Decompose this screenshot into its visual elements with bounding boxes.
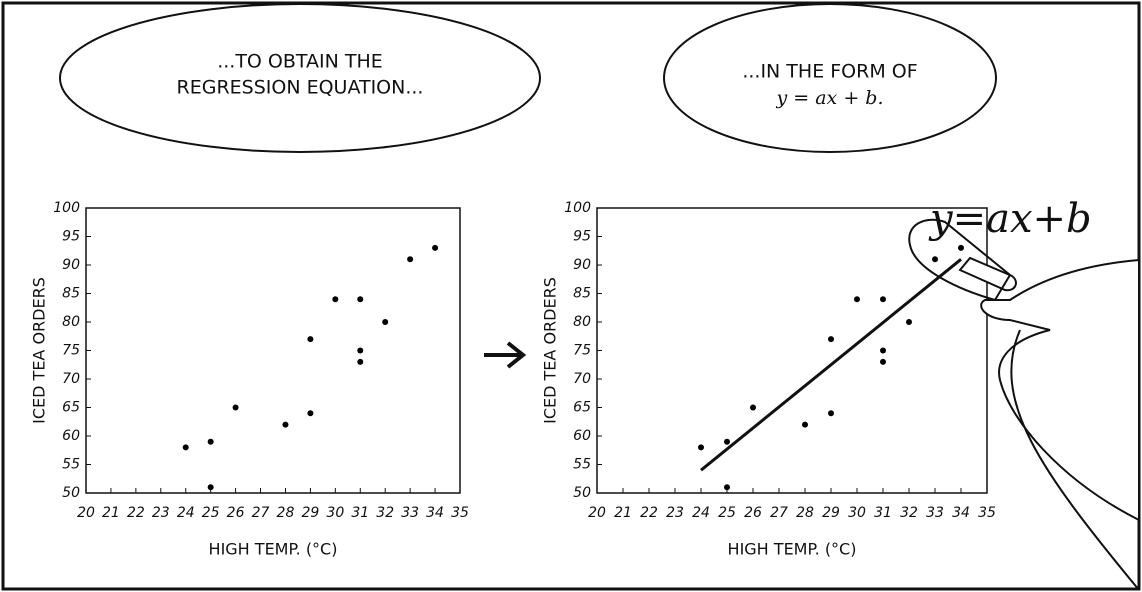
x-tick-label: 24 [692, 505, 710, 521]
y-tick-label: 50 [62, 485, 80, 501]
y-tick-label: 90 [573, 257, 591, 273]
y-tick-label: 95 [62, 229, 80, 245]
y-tick-label: 55 [62, 457, 80, 473]
x-tick-label: 35 [978, 505, 996, 521]
x-tick-label: 33 [401, 505, 419, 521]
x-tick-label: 26 [227, 505, 245, 521]
y-tick-label: 70 [573, 371, 591, 387]
data-point [880, 358, 886, 365]
data-point [282, 421, 289, 428]
data-point [724, 484, 730, 491]
y-tick-label: 80 [62, 314, 80, 330]
x-tick-label: 28 [277, 505, 295, 521]
data-point [880, 296, 886, 303]
x-tick-label: 22 [640, 505, 658, 521]
handwritten-equation: y=ax+b [928, 196, 1092, 242]
x-tick-label: 20 [77, 505, 95, 521]
x-tick-label: 23 [152, 505, 170, 521]
x-axis-title: HIGH TEMP. (°C) [209, 540, 338, 559]
y-tick-label: 100 [564, 200, 591, 216]
x-tick-label: 32 [900, 505, 918, 521]
x-tick-label: 22 [127, 505, 145, 521]
y-tick-label: 75 [62, 343, 80, 359]
bubble-text: ...TO OBTAIN THE [217, 51, 383, 73]
data-point [207, 438, 214, 445]
x-tick-label: 34 [426, 505, 444, 521]
x-tick-label: 32 [376, 505, 394, 521]
x-tick-label: 24 [177, 505, 195, 521]
x-tick-label: 27 [252, 505, 270, 521]
data-point [932, 256, 938, 263]
x-tick-label: 31 [874, 505, 892, 521]
y-tick-label: 65 [62, 400, 80, 416]
speech-bubble [59, 3, 541, 153]
x-tick-label: 23 [666, 505, 684, 521]
data-point [307, 336, 314, 343]
data-point [432, 244, 439, 251]
y-axis-title: ICED TEA ORDERS [541, 277, 560, 424]
speech-bubble [663, 3, 997, 153]
data-point [828, 336, 834, 343]
y-tick-label: 55 [573, 457, 591, 473]
hand [908, 218, 1140, 591]
y-tick-label: 80 [573, 314, 591, 330]
y-tick-label: 50 [573, 485, 591, 501]
x-tick-label: 33 [926, 505, 944, 521]
x-tick-label: 30 [326, 505, 344, 521]
x-tick-label: 29 [822, 505, 840, 521]
x-tick-label: 25 [718, 505, 736, 521]
y-tick-label: 85 [62, 286, 80, 302]
y-tick-label: 100 [53, 200, 80, 216]
bubble-text: REGRESSION EQUATION... [177, 77, 424, 99]
data-point [802, 421, 808, 428]
x-axis-title: HIGH TEMP. (°C) [728, 540, 857, 559]
y-tick-label: 90 [62, 257, 80, 273]
data-point [182, 444, 189, 451]
data-point [332, 296, 339, 303]
data-point [357, 347, 364, 354]
x-tick-label: 30 [848, 505, 866, 521]
y-axis-title: ICED TEA ORDERS [30, 277, 49, 424]
data-point [698, 444, 704, 451]
data-point [880, 347, 886, 354]
y-tick-label: 60 [573, 428, 591, 444]
bubble-text: ...IN THE FORM OF [742, 61, 917, 83]
x-tick-label: 31 [351, 505, 369, 521]
x-tick-label: 35 [451, 505, 469, 521]
y-tick-label: 95 [573, 229, 591, 245]
data-point [232, 404, 239, 411]
x-tick-label: 21 [102, 505, 120, 521]
x-tick-label: 21 [614, 505, 632, 521]
data-point [382, 319, 389, 325]
x-tick-label: 26 [744, 505, 762, 521]
y-tick-label: 65 [573, 400, 591, 416]
data-point [207, 484, 214, 491]
x-tick-label: 27 [770, 505, 788, 521]
data-point [854, 296, 860, 303]
x-tick-label: 28 [796, 505, 814, 521]
x-tick-label: 29 [301, 505, 319, 521]
data-point [906, 319, 912, 325]
data-point [724, 438, 730, 445]
bubble-text: y = ax + b. [776, 87, 884, 109]
data-point [750, 404, 756, 411]
x-tick-label: 20 [588, 505, 606, 521]
x-tick-label: 25 [202, 505, 220, 521]
regression-line [700, 258, 962, 472]
y-tick-label: 60 [62, 428, 80, 444]
y-tick-label: 75 [573, 343, 591, 359]
y-tick-label: 85 [573, 286, 591, 302]
y-tick-label: 70 [62, 371, 80, 387]
data-point [307, 410, 314, 417]
arrow [484, 341, 527, 369]
data-point [958, 244, 964, 251]
data-point [357, 358, 364, 365]
x-tick-label: 34 [952, 505, 970, 521]
data-point [407, 256, 414, 263]
data-point [828, 410, 834, 417]
data-point [357, 296, 364, 303]
